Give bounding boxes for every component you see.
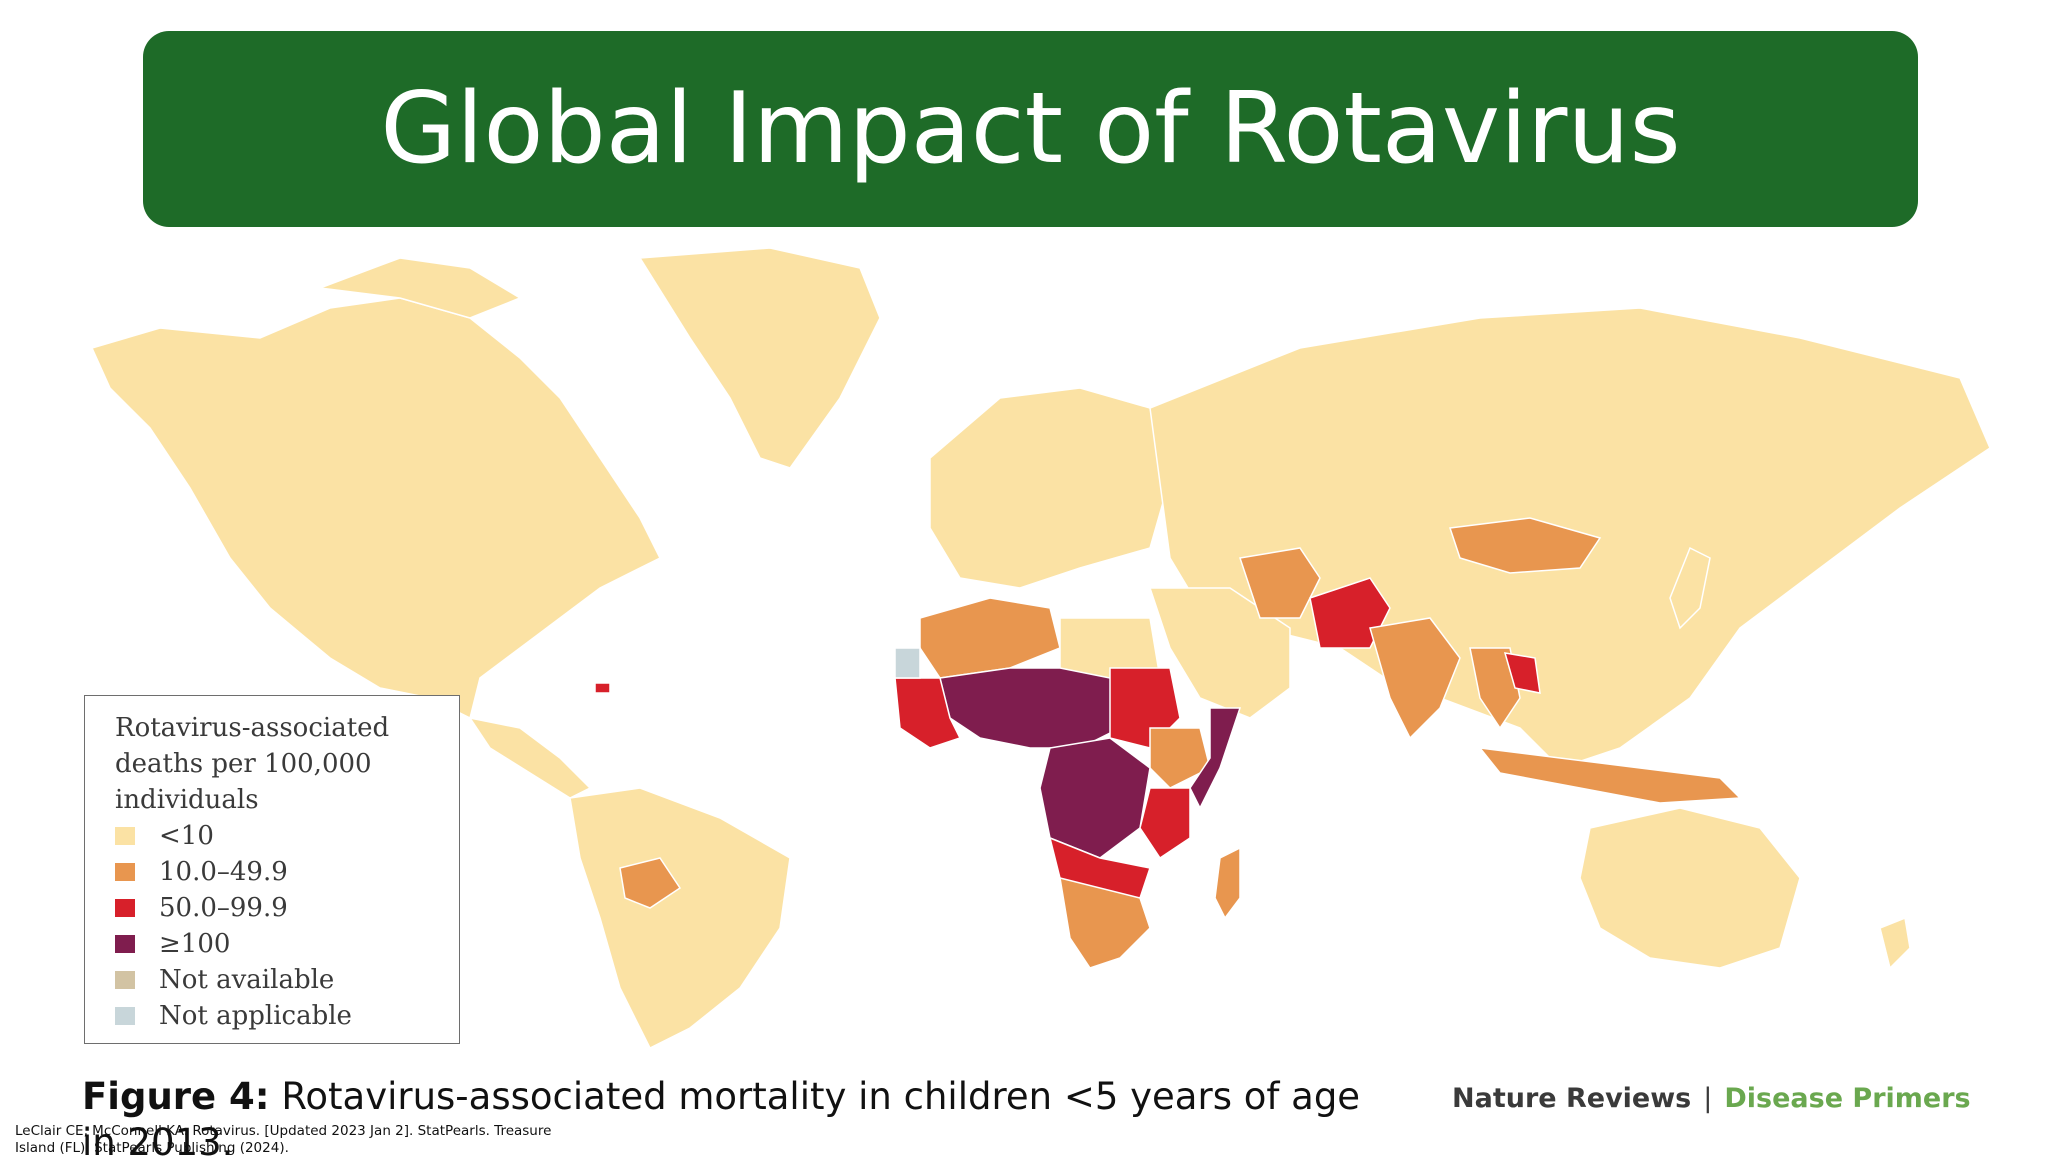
region-arctic-islands (319, 257, 522, 319)
slide-title: Global Impact of Rotavirus (380, 72, 1681, 186)
legend-label: 50.0–99.9 (159, 893, 288, 923)
legend-item: <10 (115, 818, 459, 854)
region-laos (1503, 652, 1541, 694)
region-indonesia (1478, 747, 1742, 804)
legend-item: 10.0–49.9 (115, 854, 459, 890)
region-southeast-asia (1469, 647, 1521, 730)
publisher-separator: | (1703, 1083, 1713, 1114)
legend-item: 50.0–99.9 (115, 890, 459, 926)
legend-label: <10 (159, 821, 214, 851)
region-southern-africa (1059, 876, 1151, 969)
region-central-africa (1039, 737, 1151, 859)
region-greenland (638, 247, 881, 469)
region-sahel (939, 667, 1121, 749)
caption-label: Figure 4: (82, 1075, 270, 1118)
legend-label: Not available (159, 965, 335, 995)
publisher-name: Nature Reviews (1452, 1083, 1692, 1114)
region-south-america (569, 787, 791, 1048)
region-ethiopia (1149, 727, 1211, 789)
world-map-svg (90, 247, 1991, 1048)
region-west-africa-coast (894, 677, 962, 749)
region-japan (1669, 546, 1711, 630)
region-somalia (1189, 707, 1242, 810)
region-east-africa (1139, 787, 1191, 860)
region-australia (1579, 807, 1801, 969)
legend-item: Not available (115, 962, 459, 998)
legend-label: 10.0–49.9 (159, 857, 288, 887)
region-madagascar (1214, 846, 1241, 920)
legend-swatch (115, 971, 135, 989)
region-europe (929, 387, 1171, 589)
legend-swatch (115, 1007, 135, 1025)
region-north-america (90, 297, 662, 720)
region-bolivia (619, 857, 682, 909)
region-mongolia (1448, 517, 1602, 574)
region-new-zealand (1879, 916, 1911, 970)
title-banner: Global Impact of Rotavirus (143, 31, 1918, 227)
legend-swatch (115, 935, 135, 953)
publisher-series: Disease Primers (1724, 1083, 1971, 1114)
region-western-sahara (894, 647, 921, 679)
region-central-america (468, 716, 592, 799)
legend-item: ≥100 (115, 926, 459, 962)
world-map (0, 228, 2048, 1048)
map-legend: Rotavirus-associated deaths per 100,000 … (84, 695, 460, 1044)
region-north-africa (919, 597, 1061, 679)
legend-swatch (115, 899, 135, 917)
legend-label: ≥100 (159, 929, 231, 959)
legend-swatch (115, 827, 135, 845)
region-haiti (594, 682, 611, 694)
legend-label: Not applicable (159, 1001, 352, 1031)
region-india (1369, 617, 1461, 740)
legend-title: Rotavirus-associated deaths per 100,000 … (115, 713, 390, 815)
publisher-logo: Nature Reviews | Disease Primers (1452, 1083, 1971, 1114)
region-middle-east (1148, 587, 1291, 719)
legend-item: Not applicable (115, 998, 459, 1034)
legend-swatch (115, 863, 135, 881)
